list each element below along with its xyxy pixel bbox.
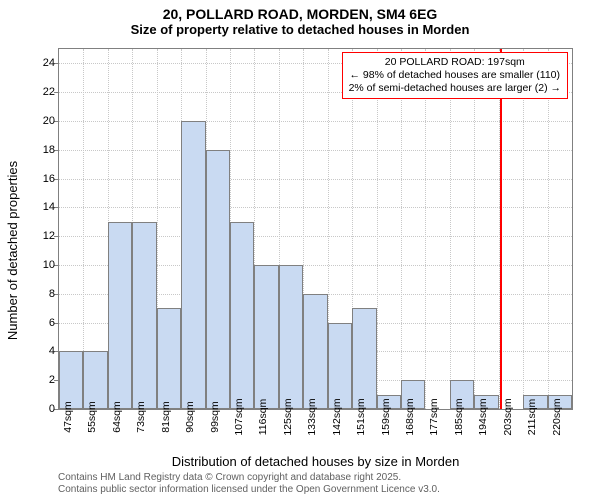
histogram-bar: [206, 150, 230, 409]
ytick-label: 16: [15, 173, 55, 185]
histogram-bar: [303, 294, 327, 409]
xtick-label: 73sqm: [135, 401, 147, 433]
xtick-label: 203sqm: [502, 398, 514, 435]
xtick-label: 125sqm: [282, 398, 294, 435]
chart-title: 20, POLLARD ROAD, MORDEN, SM4 6EG Size o…: [0, 6, 600, 37]
histogram-bar: [279, 265, 303, 409]
xtick-label: 151sqm: [355, 398, 367, 435]
ytick-label: 0: [15, 403, 55, 415]
gridline-v: [474, 49, 475, 409]
xtick-label: 177sqm: [428, 398, 440, 435]
gridline-v: [450, 49, 451, 409]
ytick-label: 24: [15, 57, 55, 69]
gridline-h: [59, 207, 572, 208]
footer-line1: Contains HM Land Registry data © Crown c…: [58, 472, 440, 484]
gridline-h: [59, 121, 572, 122]
xtick-label: 185sqm: [453, 398, 465, 435]
ytick-label: 12: [15, 230, 55, 242]
gridline-v: [548, 49, 549, 409]
xtick-label: 133sqm: [306, 398, 318, 435]
xtick-label: 220sqm: [551, 398, 563, 435]
footer-credits: Contains HM Land Registry data © Crown c…: [58, 472, 440, 496]
gridline-h: [59, 179, 572, 180]
ytick-label: 20: [15, 115, 55, 127]
xtick-label: 64sqm: [111, 401, 123, 433]
gridline-v: [377, 49, 378, 409]
xtick-label: 99sqm: [209, 401, 221, 433]
gridline-v: [523, 49, 524, 409]
xtick-label: 81sqm: [160, 401, 172, 433]
xtick-label: 90sqm: [184, 401, 196, 433]
ytick-label: 6: [15, 317, 55, 329]
histogram-bar: [328, 323, 352, 409]
gridline-v: [425, 49, 426, 409]
histogram-bar: [132, 222, 156, 409]
ytick-label: 4: [15, 345, 55, 357]
plot-area: 20 POLLARD ROAD: 197sqm← 98% of detached…: [58, 48, 573, 410]
xtick-label: 47sqm: [62, 401, 74, 433]
xtick-label: 116sqm: [257, 399, 269, 436]
ytick-label: 18: [15, 144, 55, 156]
annotation-line: ← 98% of detached houses are smaller (11…: [349, 69, 561, 82]
y-axis-label: Number of detached properties: [4, 0, 22, 500]
annotation-line: 2% of semi-detached houses are larger (2…: [349, 82, 561, 95]
reference-line: [500, 49, 502, 409]
xtick-label: 107sqm: [233, 398, 245, 435]
title-line2: Size of property relative to detached ho…: [0, 22, 600, 37]
histogram-bar: [254, 265, 278, 409]
xtick-label: 194sqm: [477, 398, 489, 435]
xtick-label: 168sqm: [404, 398, 416, 435]
gridline-h: [59, 150, 572, 151]
ytick-label: 2: [15, 374, 55, 386]
histogram-bar: [181, 121, 205, 409]
title-line1: 20, POLLARD ROAD, MORDEN, SM4 6EG: [0, 6, 600, 22]
x-axis-label: Distribution of detached houses by size …: [58, 454, 573, 469]
xtick-label: 211sqm: [526, 399, 538, 436]
gridline-v: [401, 49, 402, 409]
histogram-bar: [230, 222, 254, 409]
chart-container: 20, POLLARD ROAD, MORDEN, SM4 6EG Size o…: [0, 0, 600, 500]
annotation-box: 20 POLLARD ROAD: 197sqm← 98% of detached…: [342, 52, 568, 99]
xtick-label: 55sqm: [86, 401, 98, 433]
ytick-label: 8: [15, 288, 55, 300]
annotation-line: 20 POLLARD ROAD: 197sqm: [349, 56, 561, 69]
histogram-bar: [108, 222, 132, 409]
ytick-label: 14: [15, 201, 55, 213]
histogram-bar: [352, 308, 376, 409]
xtick-label: 159sqm: [380, 398, 392, 435]
xtick-label: 142sqm: [331, 398, 343, 435]
histogram-bar: [157, 308, 181, 409]
ytick-label: 10: [15, 259, 55, 271]
ytick-label: 22: [15, 86, 55, 98]
footer-line2: Contains public sector information licen…: [58, 484, 440, 496]
